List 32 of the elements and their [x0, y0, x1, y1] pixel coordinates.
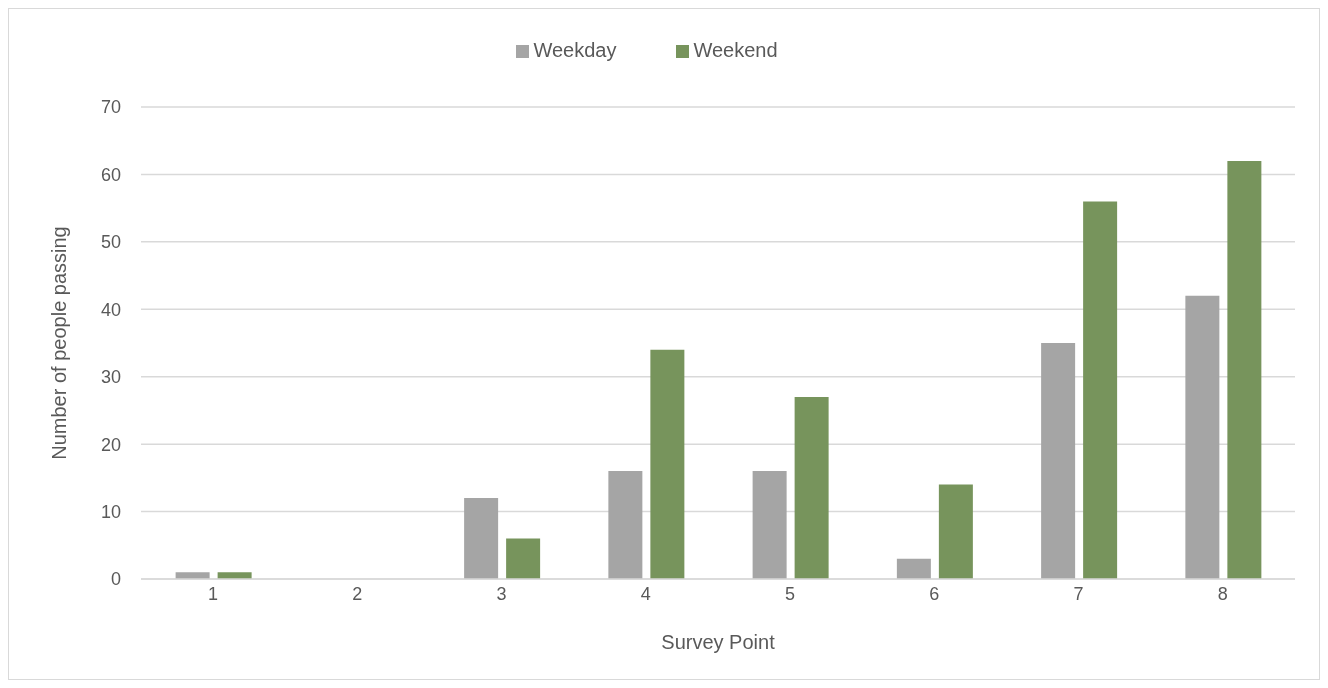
- x-tick-label: 8: [1217, 583, 1228, 604]
- bar: [608, 471, 643, 579]
- y-tick-label: 10: [100, 501, 121, 522]
- x-tick-label: 1: [208, 583, 219, 604]
- y-tick-label: 70: [100, 97, 121, 118]
- y-tick-label: 20: [100, 434, 121, 455]
- bar: [938, 484, 973, 579]
- y-tick-label: 30: [100, 367, 121, 388]
- legend-label: Weekend: [693, 39, 778, 61]
- legend-label: Weekday: [533, 39, 617, 61]
- bar: [752, 471, 787, 579]
- y-tick-label: 50: [100, 232, 121, 253]
- bar: [1227, 160, 1262, 579]
- x-tick-label: 7: [1073, 583, 1084, 604]
- y-axis-title: Number of people passing: [48, 226, 71, 460]
- x-tick-label: 2: [352, 583, 363, 604]
- bar: [1041, 343, 1076, 579]
- bar: [896, 558, 931, 579]
- bar: [506, 538, 541, 579]
- x-tick-label: 6: [929, 583, 940, 604]
- bar: [1083, 201, 1118, 579]
- bar: [650, 349, 685, 579]
- x-tick-label: 3: [496, 583, 507, 604]
- y-tick-label: 40: [100, 299, 121, 320]
- x-tick-label: 4: [640, 583, 651, 604]
- bar: [794, 396, 829, 579]
- x-tick-label: 5: [785, 583, 796, 604]
- y-tick-label: 0: [110, 569, 121, 590]
- bar: [464, 498, 499, 579]
- bar: [1185, 295, 1220, 579]
- y-tick-label: 60: [100, 164, 121, 185]
- x-axis-title: Survey Point: [661, 631, 776, 653]
